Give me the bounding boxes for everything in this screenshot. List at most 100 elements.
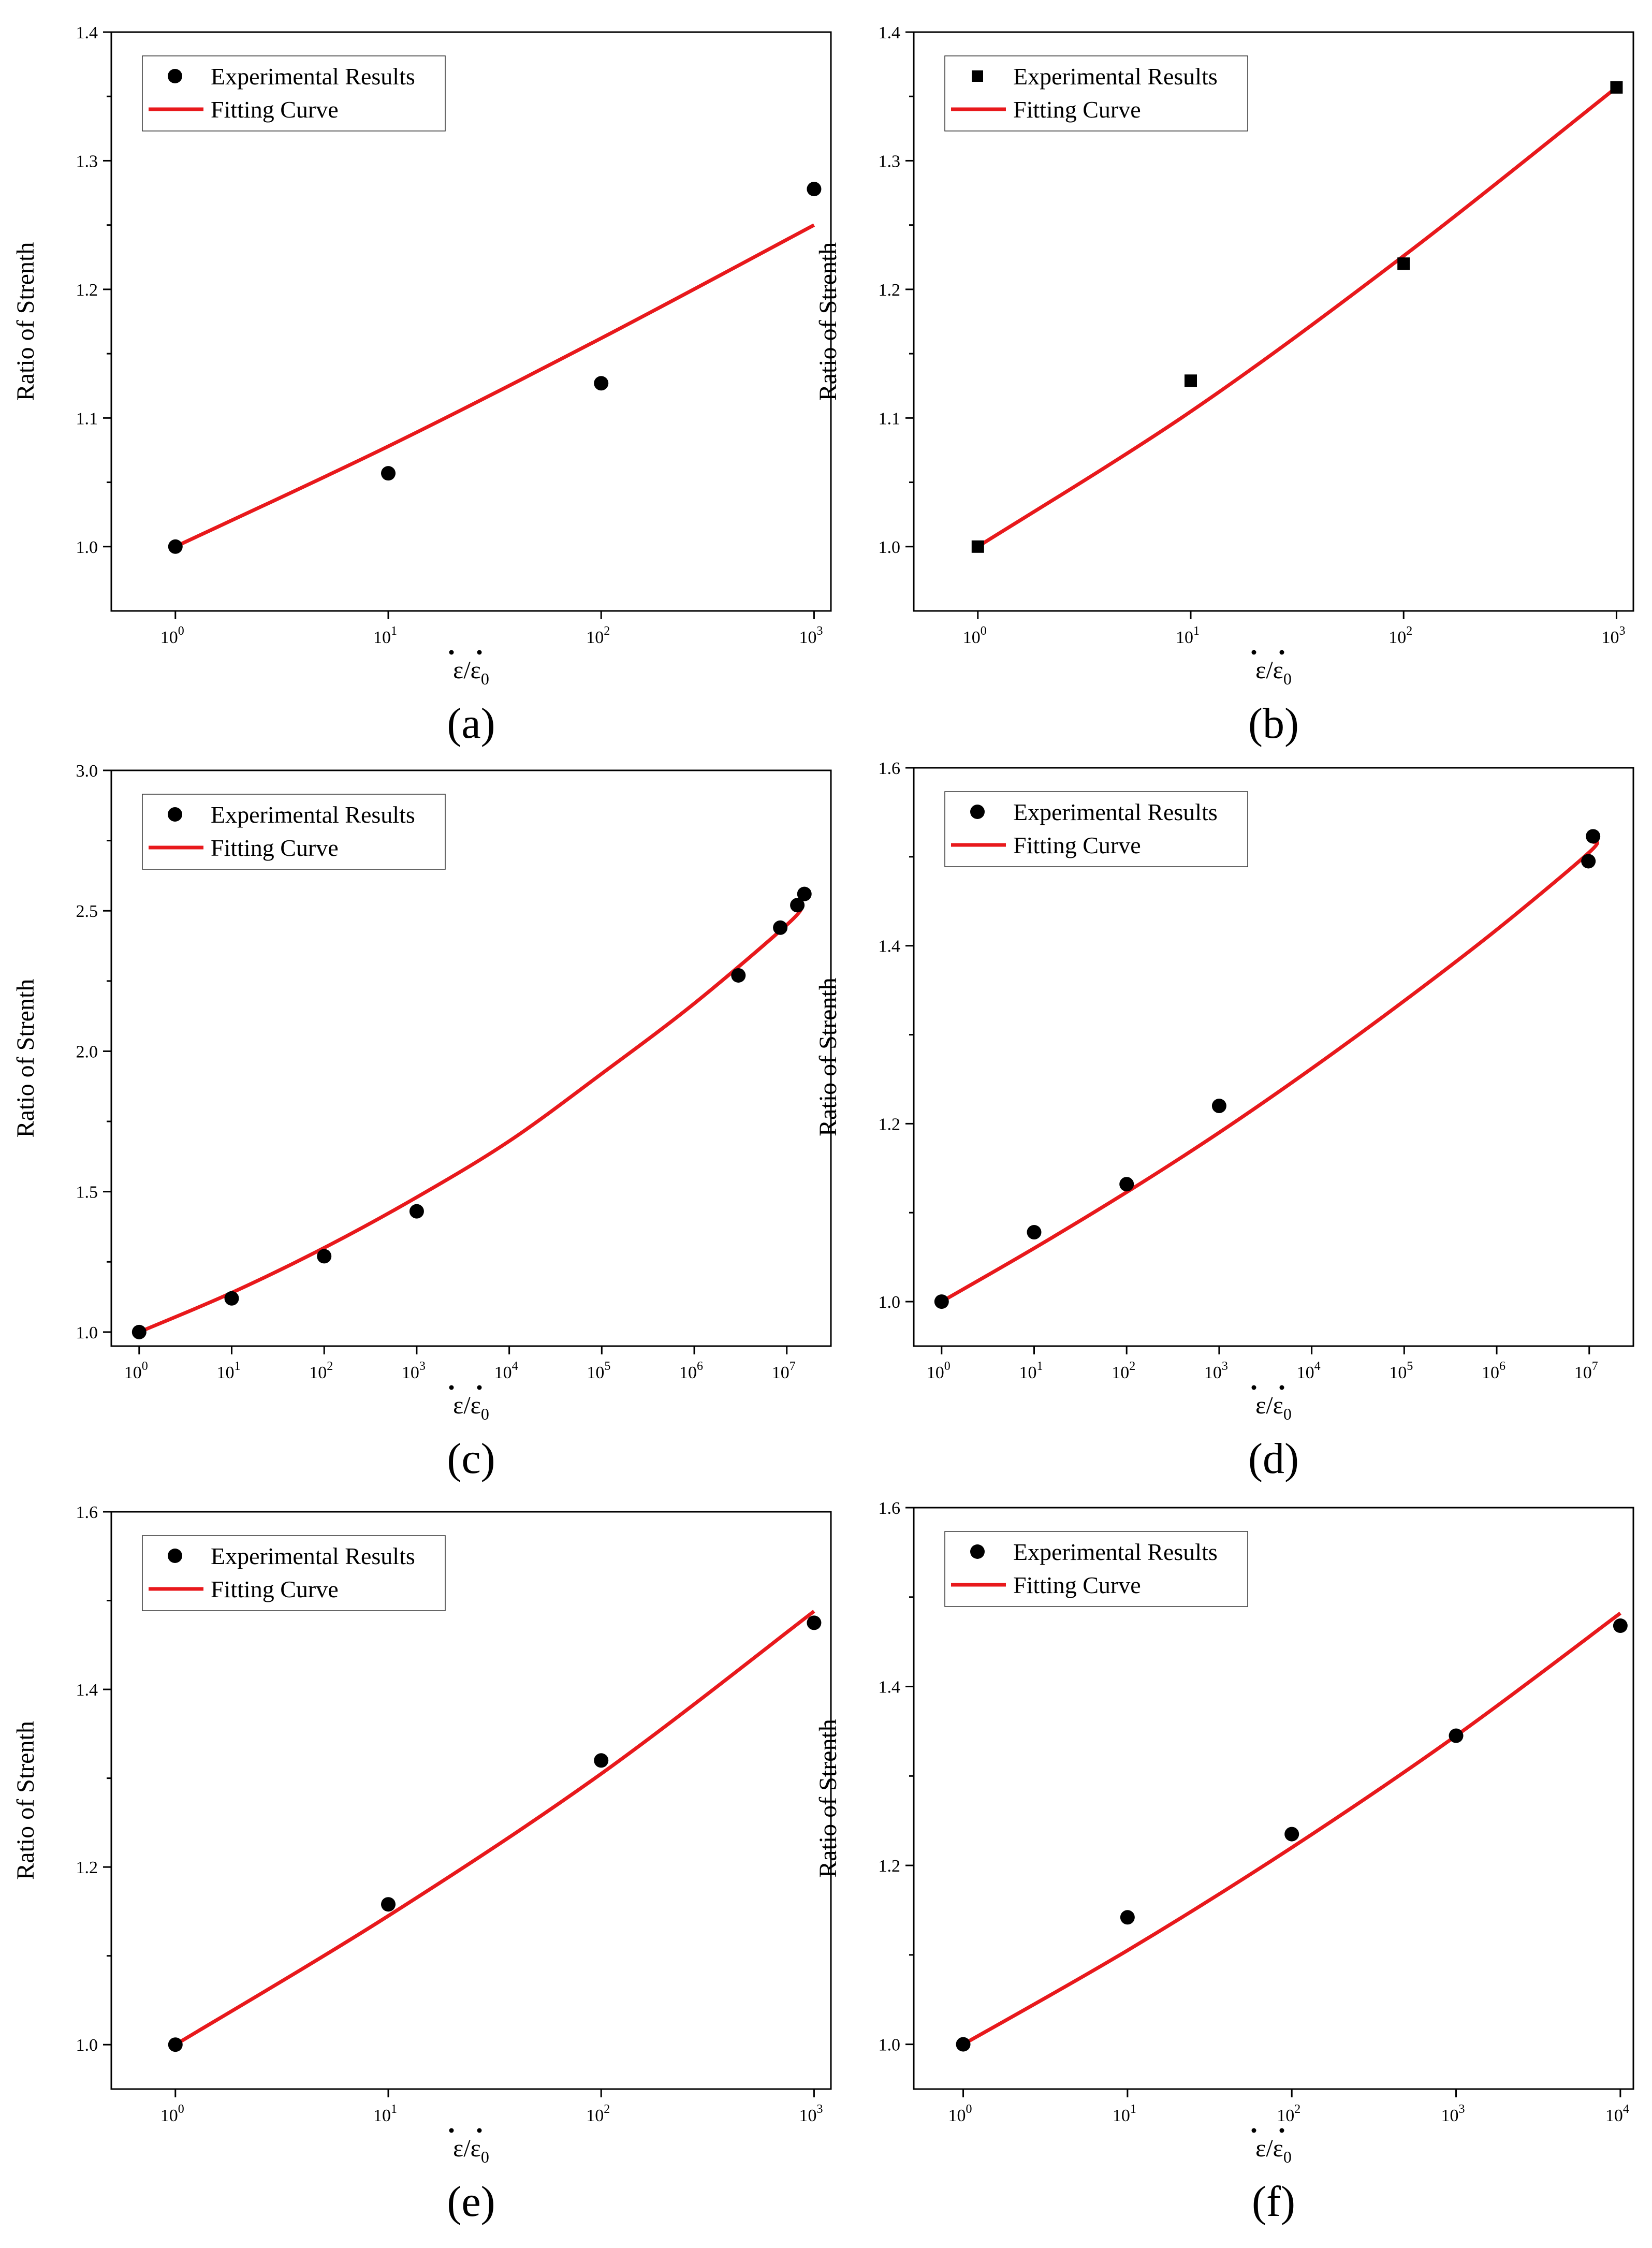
x-tick-exponent: 1	[391, 624, 397, 638]
y-tick-label: 1.0	[76, 538, 98, 557]
fitting-curve-line	[941, 840, 1599, 1304]
legend-label-fitting: Fitting Curve	[211, 1576, 339, 1602]
x-tick-label: 101	[373, 624, 397, 647]
x-label-strain-rate: ε	[453, 2135, 463, 2162]
x-label-dot	[1251, 650, 1256, 655]
x-tick-exponent: 0	[178, 624, 184, 638]
y-tick-label: 1.0	[76, 2036, 98, 2055]
x-tick-exponent: 1	[1193, 624, 1200, 638]
x-tick-label: 104	[1297, 1360, 1321, 1382]
x-label-subscript: 0	[1283, 1405, 1292, 1423]
legend-box	[944, 791, 1248, 867]
legend-box	[142, 1535, 446, 1611]
legend-marker-experimental	[972, 70, 983, 82]
x-tick-label: 101	[1019, 1360, 1043, 1382]
legend-box	[944, 1531, 1248, 1607]
x-tick-label: 100	[963, 624, 987, 647]
x-tick-base: 10	[586, 628, 604, 647]
x-tick-base: 10	[1019, 1363, 1037, 1382]
x-label-subscript: 0	[481, 669, 489, 688]
data-point	[971, 540, 984, 553]
data-point	[131, 1324, 147, 1339]
fitting-curve-line	[174, 223, 815, 548]
x-tick-label: 103	[1601, 624, 1625, 647]
y-tick-label: 1.4	[76, 23, 98, 42]
x-tick-label: 100	[124, 1360, 148, 1382]
x-tick-label: 101	[1176, 624, 1200, 647]
x-tick-base: 10	[1441, 2106, 1459, 2125]
plot-frame	[110, 769, 832, 1347]
legend-label-experimental: Experimental Results	[1013, 799, 1218, 825]
y-tick-label: 2.0	[76, 1042, 98, 1061]
x-label-reference-rate: ε	[1273, 1392, 1283, 1419]
legend-label-fitting: Fitting Curve	[1013, 832, 1141, 858]
y-tick-label: 1.3	[879, 152, 901, 171]
data-point	[807, 182, 822, 197]
x-label-separator: /	[463, 2135, 471, 2162]
x-tick-base: 10	[927, 1363, 944, 1382]
y-tick-label: 1.5	[76, 1183, 98, 1202]
x-tick-exponent: 4	[1314, 1360, 1321, 1373]
x-tick-label: 104	[1605, 2103, 1629, 2125]
data-point	[1610, 81, 1623, 94]
fitting-curve-line	[138, 904, 805, 1334]
legend-marker-experimental	[168, 1549, 182, 1563]
panel-label: (d)	[1248, 1435, 1299, 1483]
x-label-subscript: 0	[481, 1405, 489, 1423]
data-point	[1284, 1827, 1299, 1842]
fitting-curve-line	[962, 1612, 1621, 2046]
x-label-reference-rate: ε	[1273, 2135, 1283, 2162]
data-point	[224, 1291, 239, 1306]
x-axis-label: ε/ε0	[453, 656, 489, 688]
data-point	[1211, 1099, 1226, 1114]
legend-marker-experimental	[970, 805, 985, 819]
legend-label-experimental: Experimental Results	[1013, 1539, 1218, 1565]
legend: Experimental Results Fitting Curve	[142, 55, 446, 132]
x-tick-exponent: 2	[1406, 624, 1412, 638]
x-axis-label: ε/ε0	[453, 1392, 489, 1423]
plot-frame	[110, 1511, 832, 2090]
legend-marker-experimental	[168, 69, 182, 83]
legend-label-fitting: Fitting Curve	[1013, 1572, 1141, 1598]
y-tick-label: 1.2	[879, 281, 901, 300]
x-label-dot	[1251, 2128, 1256, 2133]
x-tick-exponent: 1	[1037, 1360, 1043, 1373]
x-label-reference-rate: ε	[471, 2135, 481, 2162]
x-label-separator: /	[463, 656, 471, 684]
x-axis-label: ε/ε0	[1255, 2135, 1292, 2166]
x-tick-label: 104	[494, 1360, 518, 1382]
x-tick-base: 10	[160, 2106, 178, 2125]
x-tick-base: 10	[402, 1363, 419, 1382]
x-tick-exponent: 0	[966, 2103, 972, 2116]
legend-box	[142, 55, 446, 132]
legend: Experimental Results Fitting Curve	[944, 55, 1248, 132]
x-axis-label: ε/ε0	[1255, 1392, 1292, 1423]
legend-label-fitting: Fitting Curve	[211, 835, 339, 861]
x-tick-exponent: 4	[512, 1360, 518, 1373]
x-label-separator: /	[1266, 1392, 1273, 1419]
data-point	[797, 886, 812, 901]
y-axis-label: Ratio of Strenth	[12, 979, 39, 1138]
x-tick-base: 10	[1297, 1363, 1314, 1382]
x-tick-label: 101	[373, 2103, 397, 2125]
data-point	[381, 466, 396, 481]
x-tick-label: 106	[1482, 1360, 1505, 1382]
x-tick-exponent: 4	[1623, 2103, 1629, 2116]
x-tick-base: 10	[1482, 1363, 1499, 1382]
data-point	[1613, 1618, 1628, 1633]
x-tick-base: 10	[799, 2106, 816, 2125]
x-tick-base: 10	[772, 1363, 790, 1382]
data-point	[934, 1294, 949, 1309]
y-tick-label: 1.2	[76, 1858, 98, 1877]
legend-box	[142, 794, 446, 870]
legend-marker-experimental	[168, 807, 182, 822]
y-tick-label: 1.6	[879, 1499, 901, 1518]
x-label-dot	[449, 2128, 454, 2133]
y-tick-label: 1.0	[879, 1293, 901, 1312]
x-tick-exponent: 2	[604, 624, 610, 638]
y-tick-label: 1.1	[76, 409, 98, 428]
x-tick-base: 10	[494, 1363, 512, 1382]
y-tick-label: 1.4	[879, 23, 901, 42]
x-label-reference-rate: ε	[1273, 656, 1283, 684]
